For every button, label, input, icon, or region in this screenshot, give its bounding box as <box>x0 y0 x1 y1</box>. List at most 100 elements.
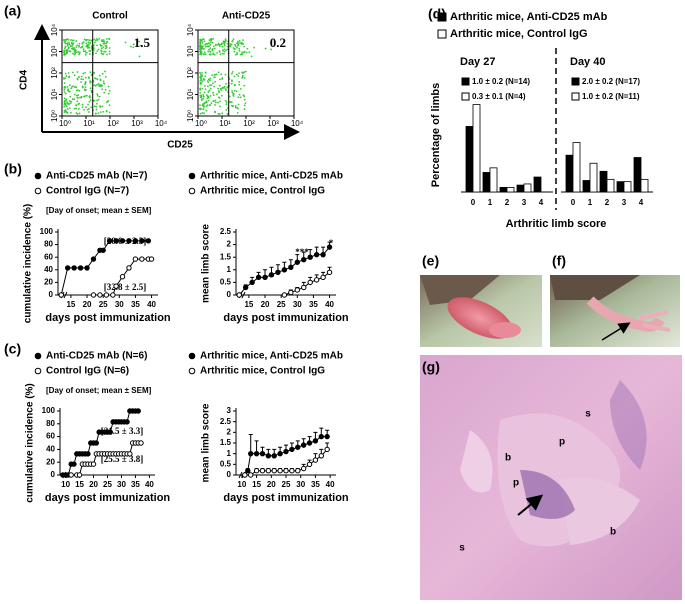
flow-event <box>264 47 267 50</box>
x-tick-label: 25 <box>103 480 112 489</box>
flow-event <box>233 83 236 86</box>
flow-event <box>217 90 220 92</box>
flow-event <box>210 102 213 105</box>
flow-event <box>204 53 207 56</box>
flow-event <box>234 106 237 109</box>
flow-event <box>239 87 242 90</box>
flow-event <box>221 45 224 48</box>
flow-event <box>87 103 89 106</box>
flow-event <box>234 105 237 107</box>
x-tick-label: 15 <box>252 480 261 489</box>
annotation: [21.5 ± 3.3] <box>101 426 143 436</box>
flow-event <box>232 92 235 95</box>
flow-event <box>88 100 91 103</box>
flow-event <box>83 108 86 111</box>
y-tick-label: 3 <box>227 406 232 415</box>
flow-event <box>199 104 201 107</box>
y-tick-label: 20 <box>46 457 55 466</box>
flow-event <box>108 47 111 49</box>
point <box>253 468 260 474</box>
x-tick-label: 10² <box>243 119 255 128</box>
x-tick-label: 15 <box>66 300 75 309</box>
flow-event <box>253 46 256 49</box>
flow-event <box>76 100 79 103</box>
legend-label: Anti-CD25 mAb (N=7) <box>46 171 147 182</box>
flow-event <box>213 47 216 50</box>
flow-event <box>87 43 89 46</box>
flow-event <box>108 52 111 55</box>
x-tick-label: 30 <box>293 300 302 309</box>
flow-event <box>207 91 210 93</box>
flow-event <box>202 78 205 81</box>
flow-event <box>70 111 72 114</box>
flow-event <box>238 47 241 50</box>
y-tick-label: 10³ <box>186 45 195 57</box>
flow-event <box>202 103 204 105</box>
point <box>139 256 145 262</box>
flow-event <box>209 47 212 50</box>
flow-event <box>219 100 221 103</box>
bar <box>523 183 532 193</box>
error-bar <box>248 433 253 454</box>
flow-event <box>270 48 273 51</box>
point <box>100 247 106 253</box>
flow-event <box>93 84 96 87</box>
flow-event <box>219 87 222 90</box>
x-tick-label: 0 <box>571 198 576 207</box>
flow-event <box>199 96 202 99</box>
flow-event <box>245 70 247 73</box>
flow-event <box>82 95 85 98</box>
point <box>249 279 255 286</box>
point <box>248 450 254 457</box>
x-axis-label: days post immunization <box>45 492 171 504</box>
point <box>76 472 83 478</box>
flow-event <box>103 91 106 94</box>
flow-event <box>71 47 74 50</box>
flow-event <box>80 95 83 98</box>
histology-label: s <box>459 543 465 554</box>
bar <box>572 142 581 193</box>
point <box>324 433 330 440</box>
bar <box>533 176 542 193</box>
x-tick-label: 3 <box>622 198 627 207</box>
flow-event <box>104 88 107 91</box>
flow-event <box>214 104 216 106</box>
point <box>324 446 330 453</box>
flow-event <box>105 41 108 43</box>
point <box>135 408 141 414</box>
flow-event <box>217 112 220 115</box>
flow-event <box>241 53 244 56</box>
y-tick-label: 100 <box>40 227 54 236</box>
flow-event <box>231 105 234 107</box>
stat-label: 0.3 ± 0.1 (N=4) <box>472 92 526 101</box>
flow-event <box>223 50 226 53</box>
flow-event <box>206 97 209 100</box>
stat-label: 2.0 ± 0.2 (N=17) <box>582 77 640 86</box>
flow-event <box>95 52 97 55</box>
point <box>326 244 333 250</box>
flow-event <box>199 73 202 76</box>
y-tick-label: 0.5 <box>220 459 232 468</box>
point <box>300 442 307 448</box>
flow-event <box>66 108 69 110</box>
flow-event <box>82 48 85 51</box>
flow-event <box>87 38 89 41</box>
flow-event <box>98 74 101 77</box>
flow-event <box>243 45 246 48</box>
point <box>312 438 319 444</box>
flow-event <box>220 73 223 76</box>
flow-event <box>223 48 226 51</box>
flow-event <box>93 105 96 107</box>
x-tick-label: 35 <box>309 300 318 309</box>
flow-event <box>214 44 217 47</box>
legend-label: Arthritic mice, Control IgG <box>200 186 325 197</box>
flow-event <box>212 82 214 85</box>
flow-event <box>90 47 93 49</box>
flow-event <box>210 38 212 41</box>
point <box>71 265 77 271</box>
subtitle: [Day of onset; mean ± SEM] <box>46 206 152 215</box>
flow-event <box>77 50 80 53</box>
point <box>265 468 272 474</box>
flow-event <box>233 48 236 51</box>
